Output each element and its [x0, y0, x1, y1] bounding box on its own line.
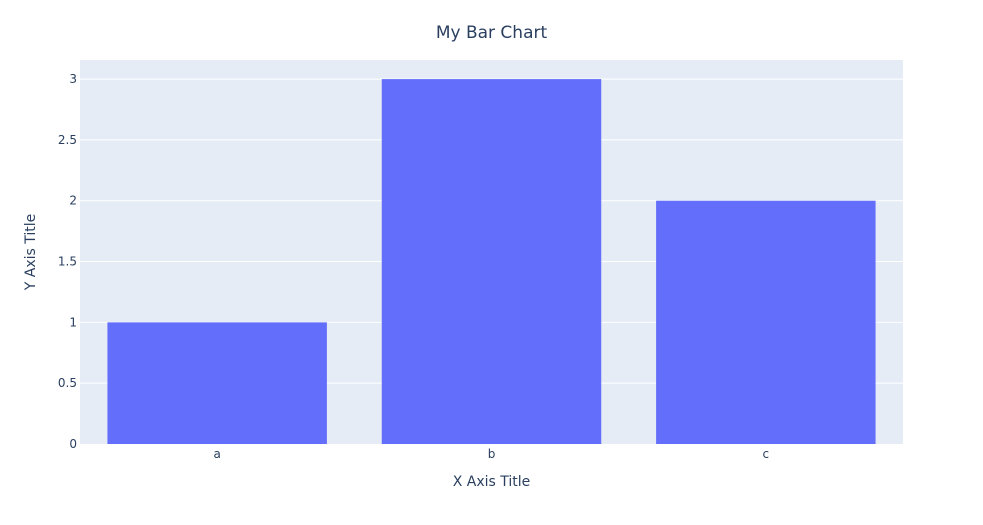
y-axis-title: Y Axis Title — [23, 214, 39, 292]
x-axis-ticks: a b c — [213, 447, 769, 461]
x-tick-label: b — [488, 447, 496, 461]
y-tick-label: 0.5 — [58, 376, 77, 390]
bar-b — [381, 79, 602, 444]
bar-a — [107, 322, 327, 444]
bar-series — [107, 79, 876, 444]
chart-title: My Bar Chart — [436, 23, 548, 43]
y-tick-label: 1 — [69, 315, 77, 329]
y-axis-ticks: 0 0.5 1 1.5 2 2.5 3 — [58, 72, 77, 451]
y-tick-label: 2.5 — [58, 133, 77, 147]
x-tick-label: a — [213, 447, 220, 461]
x-axis-title: X Axis Title — [453, 474, 531, 490]
y-tick-label: 3 — [69, 72, 77, 86]
bar-c — [656, 200, 876, 444]
x-tick-label: c — [763, 447, 770, 461]
y-tick-label: 2 — [69, 194, 77, 208]
y-tick-label: 1.5 — [58, 255, 77, 269]
y-tick-label: 0 — [69, 437, 77, 451]
